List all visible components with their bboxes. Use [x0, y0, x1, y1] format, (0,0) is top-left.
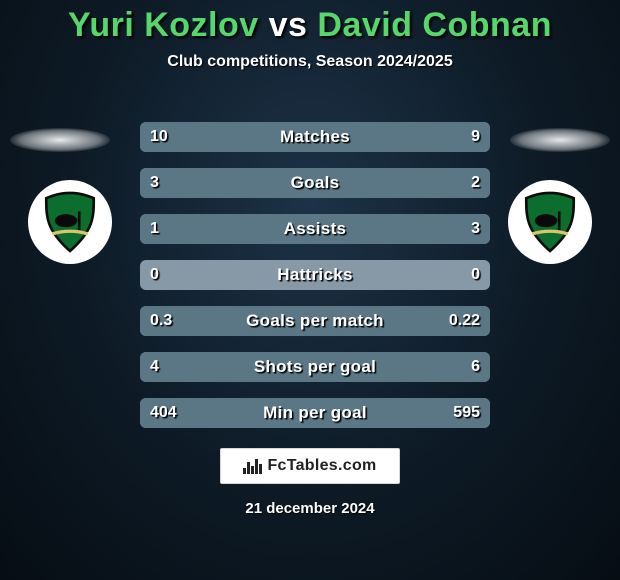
club-crest-left: [28, 180, 112, 264]
stat-bar-row: 13Assists: [140, 214, 490, 244]
barchart-icon: [243, 458, 263, 474]
date-text: 21 december 2024: [0, 500, 620, 517]
bar-label: Assists: [140, 214, 490, 244]
bar-label: Matches: [140, 122, 490, 152]
brand-text: FcTables.com: [267, 457, 376, 475]
brand-badge: FcTables.com: [220, 448, 400, 484]
stat-bar-row: 00Hattricks: [140, 260, 490, 290]
player2-name: David Cobnan: [317, 6, 552, 44]
bar-label: Min per goal: [140, 398, 490, 428]
glow-ellipse-right: [510, 128, 610, 152]
bar-label: Goals per match: [140, 306, 490, 336]
stat-bar-row: 32Goals: [140, 168, 490, 198]
subtitle: Club competitions, Season 2024/2025: [0, 53, 620, 71]
shield-icon: [37, 189, 103, 255]
glow-ellipse-left: [10, 128, 110, 152]
stat-bar-row: 404595Min per goal: [140, 398, 490, 428]
comparison-title: Yuri Kozlov vs David Cobnan: [0, 0, 620, 45]
vs-text: vs: [269, 6, 308, 44]
stat-bar-row: 109Matches: [140, 122, 490, 152]
stat-bar-row: 0.30.22Goals per match: [140, 306, 490, 336]
club-crest-right: [508, 180, 592, 264]
player1-name: Yuri Kozlov: [68, 6, 259, 44]
bar-label: Shots per goal: [140, 352, 490, 382]
bar-label: Goals: [140, 168, 490, 198]
bar-label: Hattricks: [140, 260, 490, 290]
stat-bar-row: 46Shots per goal: [140, 352, 490, 382]
comparison-bars: 109Matches 32Goals 13Assists 00Hattricks 0.3…: [140, 122, 490, 444]
shield-icon: [517, 189, 583, 255]
